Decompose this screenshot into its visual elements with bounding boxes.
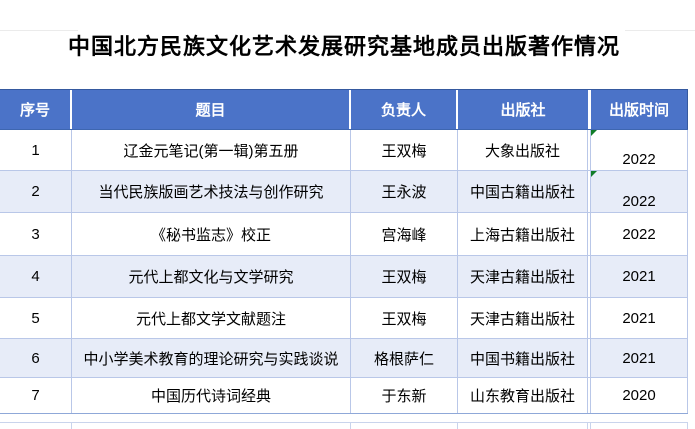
cell-year[interactable]: 2022: [591, 130, 688, 170]
cell-publisher[interactable]: 上海古籍出版社: [458, 213, 588, 255]
table-row: 7 中国历代诗词经典 于东新 山东教育出版社 2020: [0, 378, 688, 414]
cell-title[interactable]: 中小学美术教育的理论研究与实践谈说: [72, 339, 351, 377]
column-gap: [588, 213, 591, 255]
cell-person[interactable]: 格根萨仁: [351, 339, 458, 377]
table-body: 1 辽金元笔记(第一辑)第五册 王双梅 大象出版社 2022 2 当代民族版画艺…: [0, 130, 688, 414]
title-area: 中国北方民族文化艺术发展研究基地成员出版著作情况: [0, 0, 695, 89]
page-title: 中国北方民族文化艺术发展研究基地成员出版著作情况: [67, 33, 620, 60]
cell-publisher[interactable]: 天津古籍出版社: [458, 298, 588, 338]
cell-person[interactable]: 王双梅: [351, 130, 458, 170]
table-row: 1 辽金元笔记(第一辑)第五册 王双梅 大象出版社 2022: [0, 130, 688, 171]
column-gap: [588, 130, 591, 170]
cell-year-text: 2022: [622, 225, 656, 243]
cell-year-text: 2021: [622, 349, 656, 367]
error-indicator-icon: [591, 130, 597, 136]
empty-grid-area: [0, 414, 688, 429]
cell-title[interactable]: 元代上都文学文献题注: [72, 298, 351, 338]
cell-year-text: 2022: [622, 193, 656, 210]
header-cell-year[interactable]: 出版时间: [591, 90, 688, 129]
column-gap: [588, 298, 591, 338]
cell-serial[interactable]: 2: [0, 171, 72, 212]
cell-serial[interactable]: 5: [0, 298, 72, 338]
column-gap: [588, 90, 591, 129]
column-gap: [588, 171, 591, 212]
table-row: 3 《秘书监志》校正 宫海峰 上海古籍出版社 2022: [0, 213, 688, 256]
cell-title[interactable]: 中国历代诗词经典: [72, 378, 351, 413]
cell-person[interactable]: 宫海峰: [351, 213, 458, 255]
table-row: 2 当代民族版画艺术技法与创作研究 王永波 中国古籍出版社 2022: [0, 171, 688, 213]
table-header-row: 序号 题目 负责人 出版社 出版时间: [0, 89, 688, 130]
table-row: 5 元代上都文学文献题注 王双梅 天津古籍出版社 2021: [0, 298, 688, 339]
cell-publisher[interactable]: 大象出版社: [458, 130, 588, 170]
cell-person[interactable]: 于东新: [351, 378, 458, 413]
cell-year-text: 2020: [622, 387, 656, 404]
header-cell-title[interactable]: 题目: [72, 90, 351, 129]
publications-table: 序号 题目 负责人 出版社 出版时间 1 辽金元笔记(第一辑)第五册 王双梅 大…: [0, 89, 688, 429]
column-gap: [588, 339, 591, 377]
table-row: 4 元代上都文化与文学研究 王双梅 天津古籍出版社 2021: [0, 256, 688, 298]
cell-year-text: 2021: [622, 268, 656, 285]
cell-year[interactable]: 2022: [591, 171, 688, 212]
cell-serial[interactable]: 1: [0, 130, 72, 170]
gridline: [625, 30, 695, 31]
cell-year[interactable]: 2021: [591, 256, 688, 297]
cell-publisher[interactable]: 天津古籍出版社: [458, 256, 588, 297]
cell-year-text: 2022: [622, 151, 656, 168]
error-indicator-icon: [591, 171, 597, 177]
cell-year[interactable]: 2021: [591, 339, 688, 377]
cell-title[interactable]: 《秘书监志》校正: [72, 213, 351, 255]
empty-grid-row: [0, 422, 688, 429]
cell-year[interactable]: 2021: [591, 298, 688, 338]
cell-year[interactable]: 2020: [591, 378, 688, 413]
cell-title[interactable]: 辽金元笔记(第一辑)第五册: [72, 130, 351, 170]
cell-publisher[interactable]: 中国古籍出版社: [458, 171, 588, 212]
cell-title[interactable]: 元代上都文化与文学研究: [72, 256, 351, 297]
cell-title[interactable]: 当代民族版画艺术技法与创作研究: [72, 171, 351, 212]
cell-year[interactable]: 2022: [591, 213, 688, 255]
column-gap: [588, 378, 591, 413]
table-row: 6 中小学美术教育的理论研究与实践谈说 格根萨仁 中国书籍出版社 2021: [0, 339, 688, 378]
cell-publisher[interactable]: 中国书籍出版社: [458, 339, 588, 377]
header-cell-person[interactable]: 负责人: [351, 90, 458, 129]
cell-person[interactable]: 王双梅: [351, 256, 458, 297]
cell-person[interactable]: 王永波: [351, 171, 458, 212]
header-cell-serial[interactable]: 序号: [0, 90, 72, 129]
cell-serial[interactable]: 3: [0, 213, 72, 255]
column-gap: [588, 256, 591, 297]
gridline: [0, 30, 78, 31]
cell-serial[interactable]: 7: [0, 378, 72, 413]
cell-year-text: 2021: [622, 309, 656, 327]
cell-serial[interactable]: 6: [0, 339, 72, 377]
cell-publisher[interactable]: 山东教育出版社: [458, 378, 588, 413]
cell-person[interactable]: 王双梅: [351, 298, 458, 338]
header-cell-publisher[interactable]: 出版社: [500, 102, 546, 119]
cell-serial[interactable]: 4: [0, 256, 72, 297]
